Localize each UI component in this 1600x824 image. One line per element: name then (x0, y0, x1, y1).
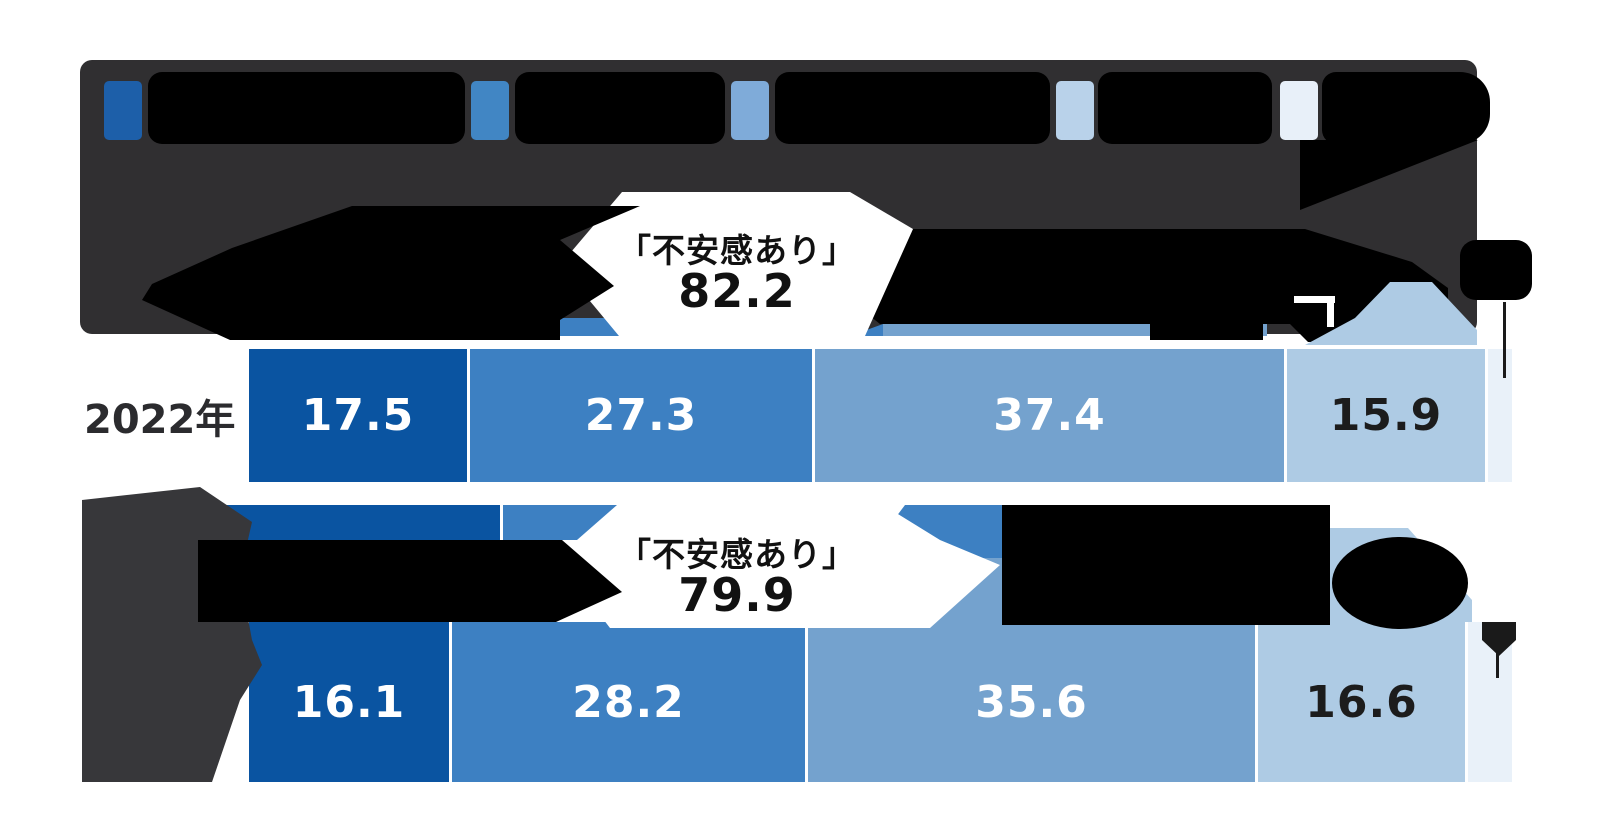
redaction-blob-legend-4 (1098, 72, 1272, 144)
redaction-blob-sliver-label-1 (1460, 240, 1532, 300)
bar1-value-2: 27.3 (584, 390, 698, 441)
redaction-blob-c-left (198, 540, 622, 622)
bar1-segment-4: 15.9 (1287, 349, 1485, 482)
bracket-mark-vertical (1327, 296, 1334, 327)
redaction-blob-c-right (1002, 505, 1330, 625)
bar1-segment-remainder (1488, 349, 1512, 482)
bar2-segment-1: 16.1 (249, 622, 449, 782)
callout-2-label: 「不安感あり」 (618, 535, 856, 574)
leader-line-2 (1496, 652, 1499, 678)
bar2-value-2: 28.2 (572, 676, 685, 728)
bar2-segment-2: 28.2 (452, 622, 805, 782)
legend-swatch-4 (1056, 81, 1094, 140)
bar1-segment-2: 27.3 (470, 349, 812, 482)
callout-1-value: 82.2 (678, 264, 796, 318)
redaction-blob-legend-2 (515, 72, 725, 144)
callout-2-value: 79.9 (678, 568, 796, 622)
redaction-blob-c-ball (1332, 537, 1468, 629)
leader-line-1 (1503, 302, 1506, 378)
callout-1-label: 「不安感あり」 (618, 231, 856, 270)
legend-swatch-1 (104, 81, 142, 140)
bar2-segment-3: 35.6 (808, 622, 1255, 782)
bracket-mark-horizontal (1294, 296, 1335, 303)
bar2-segment-4: 16.6 (1258, 622, 1465, 782)
bar2-value-3: 35.6 (975, 676, 1088, 728)
redaction-blob-legend-1 (148, 72, 465, 144)
bar2-value-4: 16.6 (1305, 676, 1418, 728)
bar1-value-3: 37.4 (993, 390, 1106, 441)
bar1-value-1: 17.5 (301, 390, 415, 441)
redaction-blob-legend-5 (1322, 72, 1490, 144)
bar1-segment-3: 37.4 (815, 349, 1284, 482)
legend-swatch-3 (731, 81, 769, 140)
redaction-blob-legend-3 (775, 72, 1050, 144)
row-1-year-label: 2022年 (84, 397, 236, 443)
bar2-value-1: 16.1 (292, 676, 406, 728)
legend-swatch-5 (1280, 81, 1318, 140)
legend-swatch-2 (471, 81, 509, 140)
bar1-value-4: 15.9 (1329, 390, 1443, 441)
gray-blob-left (82, 487, 262, 782)
callout-bubble-1 (560, 192, 913, 336)
bar1-segment-1: 17.5 (249, 349, 467, 482)
